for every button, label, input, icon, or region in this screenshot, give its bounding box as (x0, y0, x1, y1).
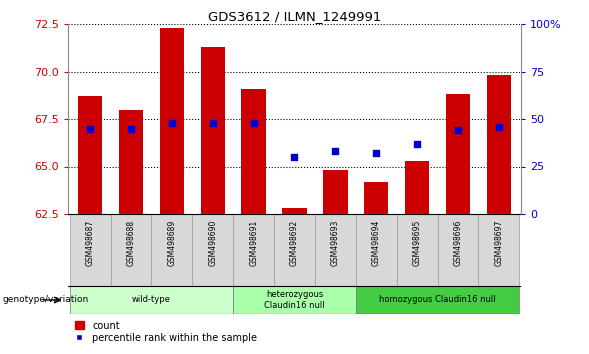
Text: GSM498691: GSM498691 (249, 220, 258, 266)
Bar (396, 214, 438, 286)
Text: genotype/variation: genotype/variation (3, 296, 89, 304)
Text: homozygous Claudin16 null: homozygous Claudin16 null (379, 296, 496, 304)
Point (412, 141, 422, 147)
Bar (78, 96, 102, 214)
Point (372, 150, 381, 156)
Text: GSM498688: GSM498688 (127, 220, 135, 266)
Text: GSM498687: GSM498687 (86, 220, 95, 266)
Bar (405, 161, 429, 214)
Text: GSM498692: GSM498692 (290, 220, 299, 266)
Bar (364, 182, 389, 214)
Text: GSM498689: GSM498689 (167, 220, 177, 266)
Point (249, 120, 259, 126)
Point (330, 148, 340, 154)
Bar (241, 88, 266, 214)
Title: GDS3612 / ILMN_1249991: GDS3612 / ILMN_1249991 (208, 10, 381, 23)
Bar (478, 214, 519, 286)
Point (127, 126, 136, 131)
Bar (233, 286, 356, 314)
Point (167, 120, 177, 126)
Text: GSM498696: GSM498696 (454, 220, 462, 266)
Text: GSM498697: GSM498697 (494, 220, 503, 266)
Bar (70, 214, 111, 286)
Bar (70, 286, 233, 314)
Bar (356, 214, 396, 286)
Text: heterozygous
Claudin16 null: heterozygous Claudin16 null (264, 290, 325, 310)
Bar (151, 214, 193, 286)
Bar (111, 214, 151, 286)
Point (453, 127, 462, 133)
Bar (356, 286, 519, 314)
Bar (446, 94, 470, 214)
Bar (487, 75, 511, 214)
Bar (282, 208, 307, 214)
Bar (233, 214, 274, 286)
Bar (438, 214, 478, 286)
Point (290, 154, 299, 160)
Text: GSM498690: GSM498690 (209, 220, 217, 266)
Text: GSM498694: GSM498694 (372, 220, 380, 266)
Bar (315, 214, 356, 286)
Bar (200, 47, 225, 214)
Point (85, 126, 95, 131)
Point (494, 124, 504, 130)
Bar (274, 214, 315, 286)
Text: GSM498693: GSM498693 (331, 220, 340, 266)
Text: wild-type: wild-type (132, 296, 171, 304)
Bar (193, 214, 233, 286)
Bar (160, 28, 184, 214)
Legend: count, percentile rank within the sample: count, percentile rank within the sample (72, 319, 259, 345)
Text: GSM498695: GSM498695 (412, 220, 422, 266)
Point (208, 120, 217, 126)
Bar (119, 109, 143, 214)
Bar (323, 170, 348, 214)
